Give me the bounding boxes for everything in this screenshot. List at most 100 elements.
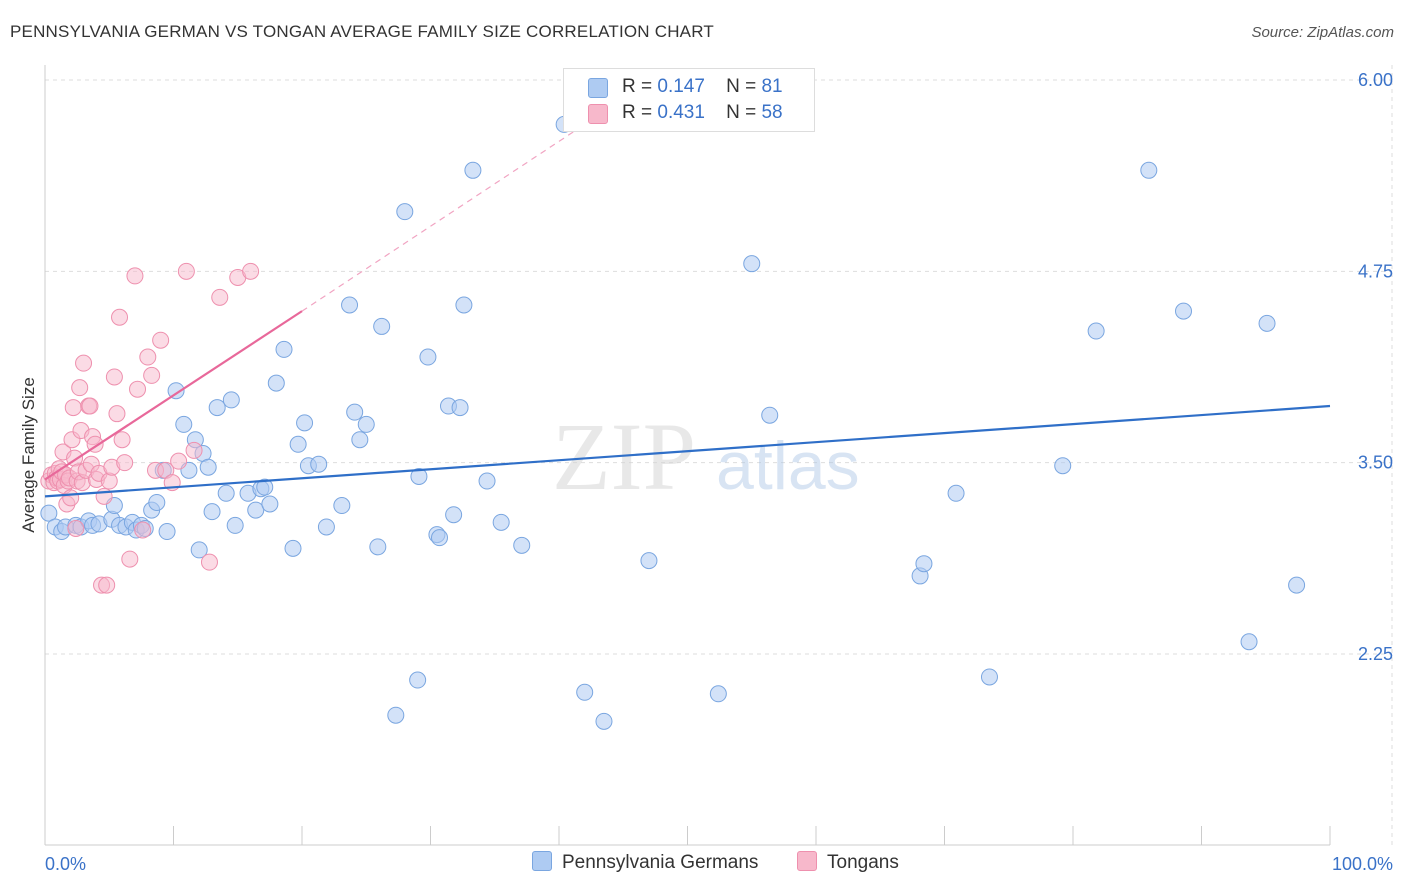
point-pennsylvania-germans bbox=[289, 435, 307, 453]
y-tick-label: 2.25 bbox=[1358, 644, 1393, 664]
trendline-tongans-extension bbox=[301, 123, 586, 312]
bottom-legend-tongans: Tongans bbox=[797, 851, 899, 874]
point-pennsylvania-germans bbox=[167, 382, 185, 400]
point-tongans bbox=[113, 431, 131, 449]
point-pennsylvania-germans bbox=[464, 161, 482, 179]
point-pennsylvania-germans bbox=[369, 538, 387, 556]
point-tongans bbox=[139, 348, 157, 366]
point-pennsylvania-germans bbox=[40, 504, 58, 522]
y-tick-label: 4.75 bbox=[1358, 261, 1393, 281]
point-tongans bbox=[64, 399, 82, 417]
point-pennsylvania-germans bbox=[1140, 161, 1158, 179]
point-pennsylvania-germans bbox=[396, 203, 414, 221]
point-tongans bbox=[75, 354, 93, 372]
trendline-pennsylvania-germans bbox=[44, 404, 1331, 498]
point-pennsylvania-germans bbox=[247, 501, 265, 519]
point-pennsylvania-germans bbox=[267, 374, 285, 392]
legend-n-label: N = bbox=[726, 102, 757, 123]
point-pennsylvania-germans bbox=[284, 539, 302, 557]
point-pennsylvania-germans bbox=[310, 455, 328, 473]
point-pennsylvania-germans bbox=[915, 555, 933, 573]
point-pennsylvania-germans bbox=[217, 484, 235, 502]
point-pennsylvania-germans bbox=[1288, 576, 1306, 594]
chart-title: PENNSYLVANIA GERMAN VS TONGAN AVERAGE FA… bbox=[10, 22, 714, 41]
bottom-legend-swatch-blue bbox=[532, 851, 552, 871]
point-pennsylvania-germans bbox=[208, 399, 226, 417]
point-pennsylvania-germans bbox=[430, 529, 448, 547]
point-pennsylvania-germans bbox=[1087, 322, 1105, 340]
point-pennsylvania-germans bbox=[317, 518, 335, 536]
point-pennsylvania-germans bbox=[1175, 302, 1193, 320]
point-pennsylvania-germans bbox=[980, 668, 998, 686]
point-pennsylvania-germans bbox=[451, 399, 469, 417]
legend-n-value: 58 bbox=[761, 102, 783, 123]
point-tongans bbox=[98, 576, 116, 594]
point-pennsylvania-germans bbox=[478, 472, 496, 490]
point-pennsylvania-germans bbox=[761, 406, 779, 424]
point-pennsylvania-germans bbox=[175, 415, 193, 433]
trend-layer bbox=[44, 123, 1331, 498]
bottom-legend-pennsylvania-germans: Pennsylvania Germans bbox=[532, 851, 758, 874]
point-tongans bbox=[67, 519, 85, 537]
axes-layer bbox=[44, 65, 1331, 846]
point-tongans bbox=[105, 368, 123, 386]
point-pennsylvania-germans bbox=[373, 317, 391, 335]
point-pennsylvania-germans bbox=[199, 458, 217, 476]
point-pennsylvania-germans bbox=[351, 431, 369, 449]
points-layer bbox=[40, 115, 1306, 730]
point-tongans bbox=[116, 454, 134, 472]
point-tongans bbox=[143, 366, 161, 384]
point-pennsylvania-germans bbox=[387, 706, 405, 724]
point-tongans bbox=[111, 308, 129, 326]
point-pennsylvania-germans bbox=[419, 348, 437, 366]
point-pennsylvania-germans bbox=[341, 296, 359, 314]
point-pennsylvania-germans bbox=[261, 495, 279, 513]
legend-r-label: R = bbox=[622, 102, 653, 123]
labels-layer: 2.25 3.50 4.75 6.00 0.0% 100.0% Average Family… bbox=[19, 70, 1393, 874]
point-tongans bbox=[170, 452, 188, 470]
point-pennsylvania-germans bbox=[275, 340, 293, 358]
y-tick-label: 3.50 bbox=[1358, 453, 1393, 473]
point-pennsylvania-germans bbox=[947, 484, 965, 502]
point-pennsylvania-germans bbox=[409, 671, 427, 689]
point-tongans bbox=[242, 262, 260, 280]
point-pennsylvania-germans bbox=[410, 467, 428, 485]
legend-r-value: 0.147 bbox=[657, 76, 705, 97]
legend-n-label: N = bbox=[726, 76, 757, 97]
point-tongans bbox=[177, 262, 195, 280]
legend-n-value: 81 bbox=[761, 76, 783, 97]
watermark-atlas: atlas bbox=[716, 428, 860, 504]
point-pennsylvania-germans bbox=[190, 541, 208, 559]
point-tongans bbox=[121, 550, 139, 568]
point-tongans bbox=[134, 521, 152, 539]
point-pennsylvania-germans bbox=[513, 536, 531, 554]
y-axis-label: Average Family Size bbox=[19, 377, 38, 533]
point-pennsylvania-germans bbox=[357, 415, 375, 433]
point-tongans bbox=[108, 405, 126, 423]
point-tongans bbox=[71, 379, 89, 397]
bottom-legend-label: Tongans bbox=[827, 852, 899, 873]
point-pennsylvania-germans bbox=[640, 552, 658, 570]
point-pennsylvania-germans bbox=[445, 506, 463, 524]
point-tongans bbox=[81, 397, 99, 415]
point-pennsylvania-germans bbox=[455, 296, 473, 314]
correlation-legend: R = 0.147 N = 81 R = 0.431 N = 58 bbox=[563, 68, 815, 132]
point-pennsylvania-germans bbox=[148, 493, 166, 511]
bottom-legend-label: Pennsylvania Germans bbox=[562, 852, 759, 873]
point-pennsylvania-germans bbox=[158, 523, 176, 541]
legend-swatch-pink bbox=[588, 104, 608, 124]
point-pennsylvania-germans bbox=[576, 683, 594, 701]
point-tongans bbox=[185, 441, 203, 459]
grid-layer bbox=[45, 65, 1393, 845]
point-tongans bbox=[62, 489, 80, 507]
point-tongans bbox=[129, 380, 147, 398]
trendline-tongans bbox=[44, 310, 303, 481]
legend-swatch-blue bbox=[588, 78, 608, 98]
point-pennsylvania-germans bbox=[296, 414, 314, 432]
point-tongans bbox=[211, 288, 229, 306]
x-tick-label-min: 0.0% bbox=[45, 854, 86, 874]
point-pennsylvania-germans bbox=[1240, 633, 1258, 651]
source-label: Source: ZipAtlas.com bbox=[1251, 24, 1394, 41]
point-pennsylvania-germans bbox=[1258, 314, 1276, 332]
